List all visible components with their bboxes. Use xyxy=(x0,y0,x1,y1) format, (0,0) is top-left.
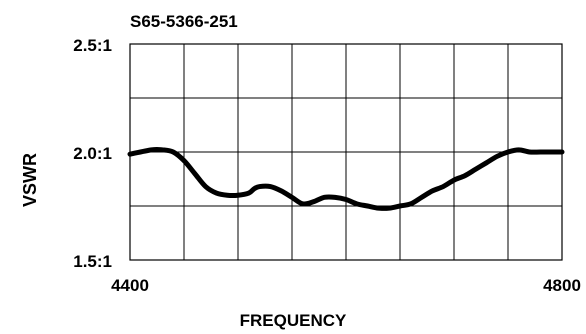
x-tick-label: 4400 xyxy=(111,276,149,295)
x-axis-label: FREQUENCY xyxy=(240,311,347,330)
y-axis-label: VSWR xyxy=(20,153,40,207)
y-tick-labels: 2.5:1 2.0:1 1.5:1 xyxy=(73,36,112,271)
y-tick-label: 2.5:1 xyxy=(73,36,112,55)
y-tick-label: 1.5:1 xyxy=(73,252,112,271)
y-tick-label: 2.0:1 xyxy=(73,144,112,163)
plot-grid xyxy=(130,44,562,260)
x-tick-labels: 4400 4800 xyxy=(111,276,581,295)
chart-title: S65-5366-251 xyxy=(130,12,238,31)
series-line-vswr xyxy=(127,146,565,211)
x-tick-label: 4800 xyxy=(543,276,581,295)
